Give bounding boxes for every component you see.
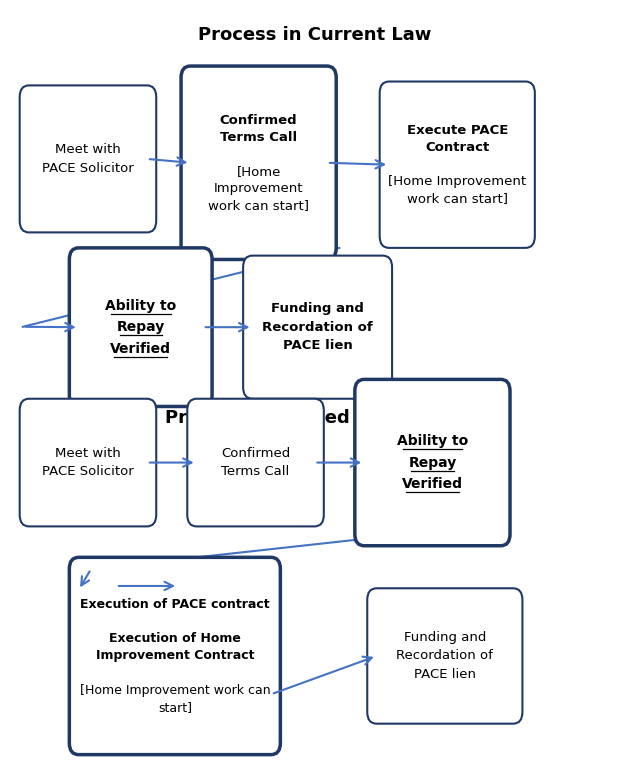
FancyBboxPatch shape — [69, 248, 212, 407]
Text: Confirmed: Confirmed — [221, 447, 290, 460]
Text: [Home Improvement: [Home Improvement — [388, 175, 526, 188]
FancyBboxPatch shape — [187, 399, 324, 526]
Text: [Home Improvement work can: [Home Improvement work can — [79, 683, 270, 697]
FancyBboxPatch shape — [69, 558, 281, 755]
Text: Terms Call: Terms Call — [221, 465, 290, 479]
FancyBboxPatch shape — [243, 256, 392, 399]
Text: Repay: Repay — [116, 320, 165, 334]
Text: Terms Call: Terms Call — [220, 131, 298, 144]
Text: Execute PACE: Execute PACE — [406, 124, 508, 137]
Text: Funding and: Funding and — [404, 631, 486, 644]
Text: Process in Current Law: Process in Current Law — [198, 26, 431, 44]
Text: PACE lien: PACE lien — [414, 668, 476, 681]
Text: Improvement Contract: Improvement Contract — [96, 650, 254, 662]
Text: [Home: [Home — [237, 165, 281, 178]
Text: Contract: Contract — [425, 142, 489, 154]
Text: Meet with: Meet with — [55, 447, 121, 460]
Text: Ability to: Ability to — [397, 434, 468, 448]
Text: PACE lien: PACE lien — [282, 339, 352, 352]
FancyBboxPatch shape — [367, 588, 523, 723]
Text: work can start]: work can start] — [208, 199, 309, 212]
Text: start]: start] — [158, 701, 192, 713]
Text: Funding and: Funding and — [271, 302, 364, 315]
Text: Improvement: Improvement — [214, 181, 303, 195]
FancyBboxPatch shape — [355, 379, 510, 546]
Text: work can start]: work can start] — [407, 192, 508, 205]
Text: Recordation of: Recordation of — [262, 321, 373, 334]
Text: Repay: Repay — [408, 456, 457, 469]
Text: PACE Solicitor: PACE Solicitor — [42, 162, 134, 174]
Text: Ability to: Ability to — [105, 299, 176, 313]
Text: Recordation of: Recordation of — [396, 650, 493, 662]
FancyBboxPatch shape — [19, 399, 156, 526]
Text: PACE Solicitor: PACE Solicitor — [42, 465, 134, 479]
Text: Confirmed: Confirmed — [220, 113, 298, 127]
FancyBboxPatch shape — [181, 66, 337, 260]
Text: Meet with: Meet with — [55, 143, 121, 156]
FancyBboxPatch shape — [380, 81, 535, 248]
Text: Execution of Home: Execution of Home — [109, 633, 241, 645]
Text: Verified: Verified — [110, 342, 171, 356]
Text: Execution of PACE contract: Execution of PACE contract — [80, 598, 270, 612]
Text: Verified: Verified — [402, 477, 463, 491]
Text: Process contained in AB 2063: Process contained in AB 2063 — [165, 409, 464, 427]
FancyBboxPatch shape — [19, 85, 156, 232]
